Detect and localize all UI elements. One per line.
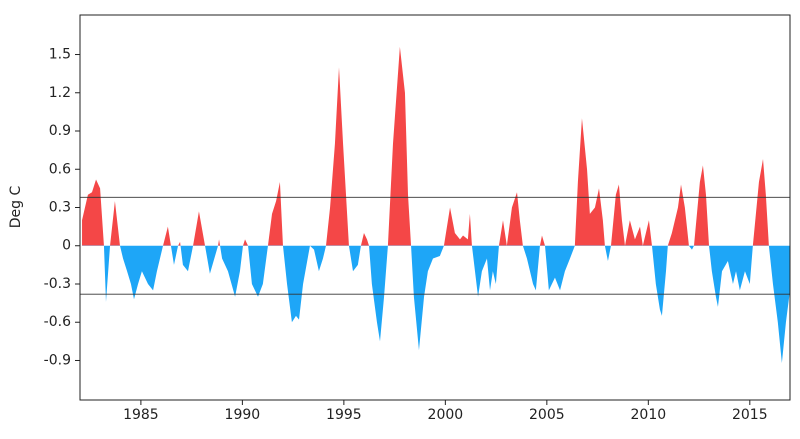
y-tick-label: 0.6 <box>49 161 71 177</box>
y-tick-label: 0 <box>62 238 71 254</box>
x-tick-label: 2010 <box>631 407 667 423</box>
y-tick-label: 1.5 <box>49 47 71 63</box>
x-tick-label: 1990 <box>225 407 261 423</box>
x-tick-label: 1985 <box>123 407 159 423</box>
anomaly-area <box>82 46 791 364</box>
y-tick-label: -0.6 <box>44 314 71 330</box>
x-tick-label: 2000 <box>428 407 464 423</box>
x-tick-label: 2015 <box>732 407 768 423</box>
y-tick-label: 0.9 <box>49 123 71 139</box>
y-axis-label: Deg C <box>8 186 24 229</box>
x-tick-label: 2005 <box>529 407 565 423</box>
y-tick-label: 1.2 <box>49 85 71 101</box>
y-tick-label: 0.3 <box>49 200 71 216</box>
y-tick-label: -0.9 <box>44 352 71 368</box>
x-tick-label: 1995 <box>326 407 362 423</box>
y-tick-label: -0.3 <box>44 276 71 292</box>
